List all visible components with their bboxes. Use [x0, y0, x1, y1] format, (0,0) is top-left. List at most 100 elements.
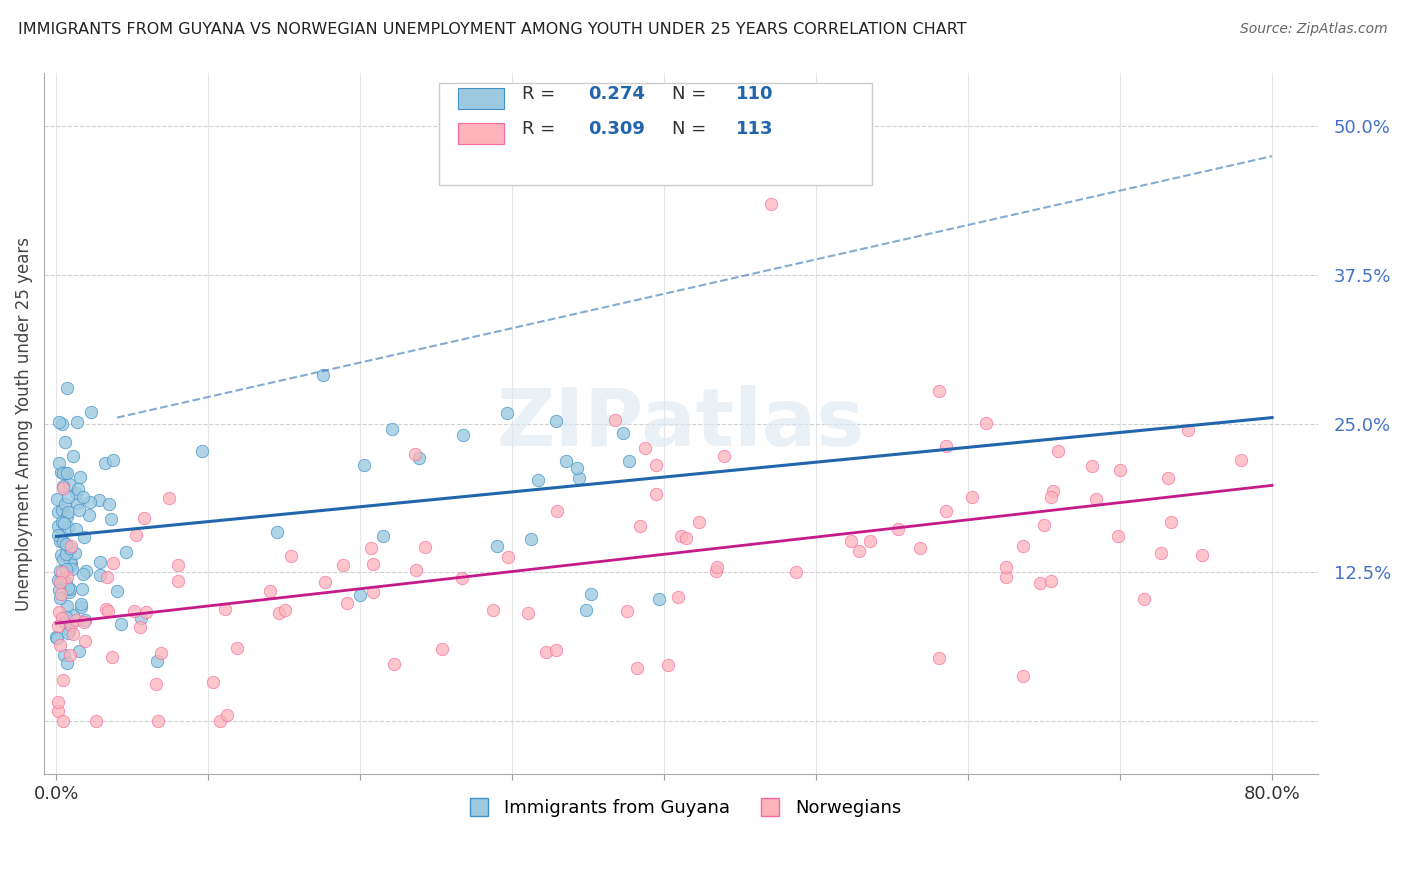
Point	[69, 470, 91, 484]
Y-axis label: Unemployment Among Youth under 25 years: Unemployment Among Youth under 25 years	[15, 236, 32, 610]
Point	[59, 541, 82, 555]
Point	[46, 619, 69, 633]
Point	[645, 487, 668, 501]
Point	[132, 511, 155, 525]
Point	[59, 556, 82, 570]
Point	[52, 479, 75, 493]
Point	[226, 640, 249, 655]
Point	[191, 444, 214, 458]
Point	[128, 620, 150, 634]
Point	[51, 417, 73, 431]
Point	[49, 465, 72, 479]
Point	[704, 565, 727, 579]
Point	[48, 457, 70, 471]
Point	[994, 569, 1017, 583]
Point	[526, 473, 548, 487]
Point	[98, 497, 121, 511]
Point	[1177, 423, 1199, 437]
Point	[935, 504, 957, 518]
Text: N =: N =	[672, 85, 711, 103]
Point	[713, 449, 735, 463]
Point	[46, 631, 69, 645]
Point	[55, 562, 77, 576]
Point	[628, 519, 651, 533]
Point	[259, 584, 281, 599]
Point	[495, 406, 517, 420]
Point	[166, 574, 188, 588]
Point	[759, 196, 782, 211]
Point	[56, 520, 79, 534]
Point	[208, 714, 231, 728]
Point	[101, 452, 124, 467]
Point	[332, 558, 354, 573]
Point	[581, 587, 603, 601]
Point	[839, 534, 862, 549]
Text: 110: 110	[735, 85, 773, 103]
Point	[408, 450, 430, 465]
Point	[520, 532, 543, 546]
Point	[72, 490, 94, 504]
Point	[70, 597, 93, 611]
Point	[59, 648, 82, 663]
Point	[46, 704, 69, 718]
Point	[145, 677, 167, 691]
Point	[534, 645, 557, 659]
Point	[72, 567, 94, 582]
Point	[274, 603, 297, 617]
Point	[1040, 490, 1063, 504]
Point	[94, 456, 117, 470]
Point	[49, 587, 72, 601]
Point	[75, 564, 97, 578]
Point	[59, 558, 82, 573]
Point	[1132, 592, 1154, 607]
Point	[1160, 516, 1182, 530]
Point	[648, 591, 671, 606]
Point	[52, 467, 75, 481]
Point	[58, 477, 80, 491]
Point	[267, 606, 290, 620]
Point	[122, 604, 145, 618]
Text: ZIPatlas: ZIPatlas	[496, 384, 865, 463]
Point	[46, 528, 69, 542]
Point	[75, 613, 97, 627]
Point	[73, 634, 96, 648]
Point	[1107, 529, 1129, 543]
Point	[59, 554, 82, 568]
Point	[48, 606, 70, 620]
Point	[69, 503, 91, 517]
Point	[1040, 574, 1063, 588]
Point	[56, 626, 79, 640]
Point	[51, 515, 73, 529]
Point	[1229, 453, 1251, 467]
Point	[52, 516, 75, 530]
Point	[146, 654, 169, 668]
Point	[55, 574, 77, 589]
Point	[150, 646, 173, 660]
FancyBboxPatch shape	[458, 122, 503, 145]
Point	[405, 563, 427, 577]
Point	[66, 495, 89, 509]
FancyBboxPatch shape	[439, 84, 872, 186]
Point	[202, 675, 225, 690]
Point	[84, 714, 107, 728]
Point	[413, 541, 436, 555]
Point	[48, 582, 70, 597]
Point	[666, 590, 689, 604]
Point	[66, 415, 89, 429]
Point	[56, 381, 79, 395]
Point	[336, 596, 359, 610]
Point	[675, 531, 697, 545]
Point	[79, 495, 101, 509]
Point	[486, 539, 509, 553]
Point	[56, 656, 79, 670]
Point	[706, 560, 728, 574]
Point	[453, 428, 475, 442]
Point	[58, 623, 80, 637]
Point	[125, 528, 148, 542]
Point	[89, 567, 111, 582]
Point	[785, 565, 807, 579]
Point	[105, 584, 128, 599]
Point	[616, 604, 638, 618]
Point	[62, 608, 84, 623]
Point	[46, 519, 69, 533]
